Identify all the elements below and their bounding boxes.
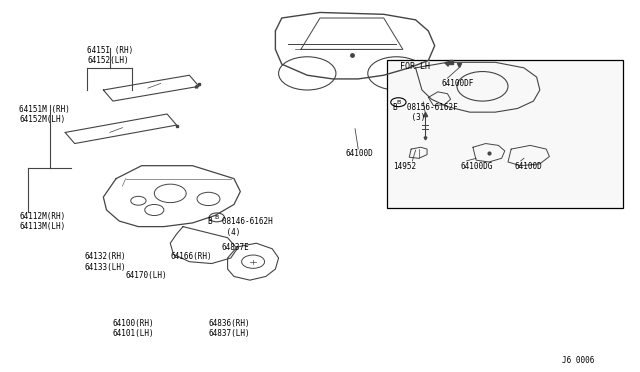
Text: 64100DF: 64100DF (441, 79, 474, 88)
Text: 6415I (RH)
64152(LH): 6415I (RH) 64152(LH) (88, 46, 134, 65)
Text: 14952: 14952 (394, 162, 417, 171)
Text: 64836(RH)
64837(LH): 64836(RH) 64837(LH) (209, 319, 250, 338)
Text: 64151M (RH)
64152M(LH): 64151M (RH) 64152M(LH) (19, 105, 70, 124)
Text: 64170(LH): 64170(LH) (125, 271, 167, 280)
Text: 64100D: 64100D (515, 162, 542, 171)
Text: B: B (396, 100, 401, 105)
Text: 64100(RH)
64101(LH): 64100(RH) 64101(LH) (113, 319, 154, 338)
Text: 64112M(RH)
64113M(LH): 64112M(RH) 64113M(LH) (19, 212, 65, 231)
Text: B  08156-6162F
    (3): B 08156-6162F (3) (394, 103, 458, 122)
Text: B  08146-6162H
    (4): B 08146-6162H (4) (209, 217, 273, 237)
Text: FOR LH: FOR LH (399, 62, 429, 71)
Text: B: B (214, 215, 219, 220)
Text: J6 0006: J6 0006 (562, 356, 595, 365)
Text: 64100DG: 64100DG (460, 162, 493, 171)
Text: 64166(RH): 64166(RH) (170, 253, 212, 262)
Text: 64837E: 64837E (221, 243, 249, 252)
Text: 64100D: 64100D (346, 149, 373, 158)
Bar (387, 61, 623, 208)
Text: 64132(RH)
64133(LH): 64132(RH) 64133(LH) (84, 253, 126, 272)
